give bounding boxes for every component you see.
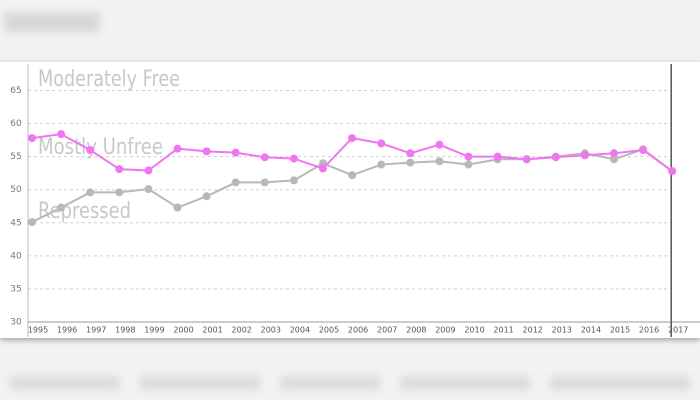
point (202, 147, 211, 156)
x-tick-label: 2011 (493, 326, 513, 335)
point (610, 149, 618, 158)
point (435, 157, 444, 166)
x-tick-label: 2012 (523, 326, 543, 335)
x-tick-label: 2003 (261, 326, 281, 335)
point (57, 203, 66, 212)
point (115, 165, 124, 174)
blurred-footer (10, 376, 690, 390)
point (551, 153, 560, 162)
x-tick-label: 2016 (639, 326, 659, 335)
y-tick-label: 50 (10, 185, 22, 195)
x-tick-label: 2013 (552, 326, 572, 335)
x-tick-label: 1999 (144, 326, 164, 335)
point (493, 152, 502, 161)
x-tick-label: 2002 (232, 326, 252, 335)
point (115, 188, 124, 197)
x-tick-label: 1997 (86, 326, 106, 335)
point (319, 164, 327, 173)
point (144, 166, 153, 175)
point (464, 152, 473, 161)
point (173, 144, 182, 153)
y-tick-label: 45 (10, 218, 21, 228)
point (406, 158, 415, 167)
point (580, 151, 589, 160)
y-tick-label: 65 (10, 86, 21, 96)
point (289, 176, 298, 185)
point (57, 130, 66, 139)
y-tick-label: 55 (10, 152, 21, 162)
x-tick-label: 2008 (406, 326, 426, 335)
point (639, 146, 648, 154)
point (28, 134, 36, 143)
point (28, 218, 36, 227)
x-tick-label: 2005 (319, 326, 339, 335)
point (231, 178, 240, 187)
point (86, 188, 95, 197)
x-tick-label: 2007 (377, 326, 397, 335)
x-tick-label: 2015 (610, 326, 630, 335)
point (377, 160, 386, 169)
point (260, 178, 269, 187)
x-tick-label: 2000 (173, 326, 193, 335)
x-tick-label: 1995 (28, 326, 48, 335)
point (86, 146, 95, 154)
point (377, 139, 386, 148)
band-label: Moderately Free (38, 67, 180, 92)
blurred-title (4, 12, 100, 32)
point (406, 149, 415, 158)
y-tick-label: 35 (10, 284, 21, 294)
y-tick-label: 40 (10, 251, 22, 261)
y-tick-label: 30 (10, 318, 22, 328)
x-tick-label: 1998 (115, 326, 135, 335)
x-tick-label: 2010 (464, 326, 484, 335)
chart-card (0, 62, 700, 338)
point (348, 171, 357, 180)
point (289, 154, 298, 163)
x-tick-label: 2014 (581, 326, 601, 335)
x-tick-label: 2009 (435, 326, 455, 335)
x-tick-label: 2017 (668, 326, 688, 335)
x-tick-label: 2001 (202, 326, 222, 335)
point (435, 140, 444, 149)
x-tick-label: 1996 (57, 326, 77, 335)
point (144, 185, 153, 194)
point (173, 203, 182, 212)
x-tick-label: 2006 (348, 326, 368, 335)
point (260, 153, 269, 162)
x-tick-label: 2004 (290, 326, 310, 335)
point (522, 155, 531, 164)
y-tick-label: 60 (10, 119, 22, 129)
point (610, 155, 618, 164)
plot: 30 35 40 45 50 55 60 65 1995 1996 1997 1998 1999 2000… (10, 64, 700, 337)
point (464, 160, 473, 169)
point (231, 148, 240, 157)
point (348, 134, 357, 143)
point (202, 192, 211, 201)
point (668, 167, 677, 176)
